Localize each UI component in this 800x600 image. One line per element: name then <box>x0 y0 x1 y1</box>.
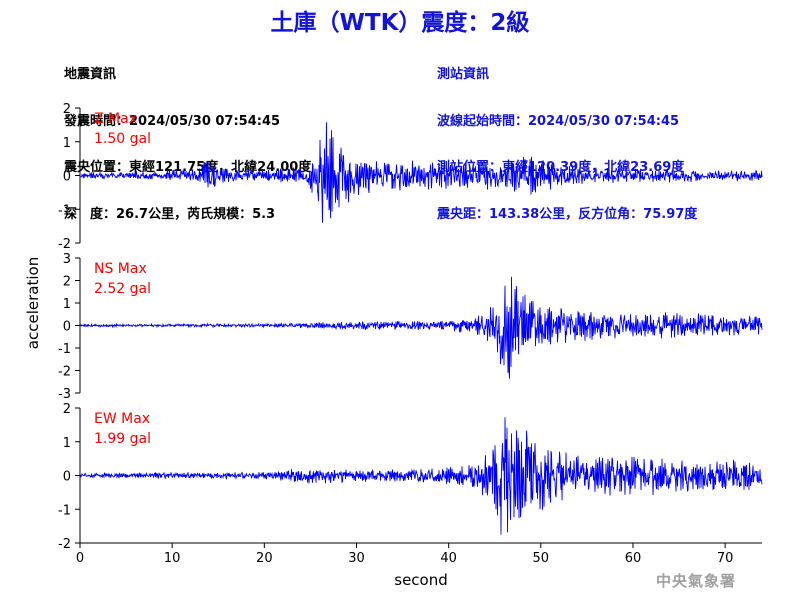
x-tick-label: 30 <box>348 551 365 566</box>
ns-y-tick-label: 1 <box>63 297 71 312</box>
z-max-value: 1.50 gal <box>94 131 151 147</box>
x-tick-label: 0 <box>76 551 84 566</box>
z-y-tick-label: -2 <box>58 237 71 252</box>
y-axis-label: acceleration <box>24 257 42 349</box>
epicenter-location: 震央位置：東經121.75度，北緯24.00度 <box>64 160 312 175</box>
wave-start-time: 波線起始時間：2024/05/30 07:54:45 <box>437 113 680 129</box>
ns-y-tick-label: -3 <box>58 387 71 402</box>
ns-y-tick-label: 2 <box>63 275 71 290</box>
ew-y-tick-label: 1 <box>63 436 71 451</box>
x-axis-label: second <box>394 571 448 589</box>
ew-y-tick-label: 2 <box>63 402 71 417</box>
ew-trace <box>79 417 763 535</box>
ew-y-tick-label: -1 <box>58 503 71 518</box>
ns-max-label: NS Max <box>94 261 147 277</box>
agency-credit: 中央氣象署 <box>656 572 737 590</box>
epicentral-distance: 震央距：143.38公里，反方位角：75.97度 <box>437 206 698 222</box>
depth-magnitude: 深 度：26.7公里，芮氏規模：5.3 <box>64 206 276 222</box>
ns-y-tick-label: 3 <box>63 252 71 267</box>
ew-y-tick-label: -2 <box>58 537 71 552</box>
x-tick-label: 40 <box>440 551 457 566</box>
z-y-tick-label: 2 <box>63 102 71 117</box>
ew-max-value: 1.99 gal <box>94 431 151 447</box>
x-tick-label: 20 <box>256 551 273 566</box>
z-trace <box>79 122 763 223</box>
station-info-heading: 測站資訊 <box>437 67 490 82</box>
ns-y-tick-label: -2 <box>58 365 71 380</box>
ew-max-label: EW Max <box>94 411 150 427</box>
x-tick-label: 70 <box>717 551 734 566</box>
earthquake-info-heading: 地震資訊 <box>64 67 117 82</box>
x-tick-label: 50 <box>533 551 550 566</box>
ns-max-value: 2.52 gal <box>94 281 151 297</box>
z-y-tick-label: 0 <box>63 170 71 185</box>
ew-y-tick-label: 0 <box>63 470 71 485</box>
earthquake-info: 地震資訊 發震時間：2024/05/30 07:54:45 震央位置：東經121… <box>64 36 311 238</box>
z-y-tick-label: -1 <box>58 203 71 218</box>
ns-trace <box>79 276 763 379</box>
ns-y-tick-label: 0 <box>63 320 71 335</box>
origin-time: 發震時間：2024/05/30 07:54:45 <box>64 113 281 129</box>
chart-title: 土庫（WTK）震度：2級 <box>270 10 530 36</box>
x-tick-label: 60 <box>625 551 642 566</box>
x-tick-label: 10 <box>164 551 181 566</box>
z-y-tick-label: 1 <box>63 136 71 151</box>
z-max-label: Z Max <box>94 111 137 127</box>
ns-y-tick-label: -1 <box>58 342 71 357</box>
